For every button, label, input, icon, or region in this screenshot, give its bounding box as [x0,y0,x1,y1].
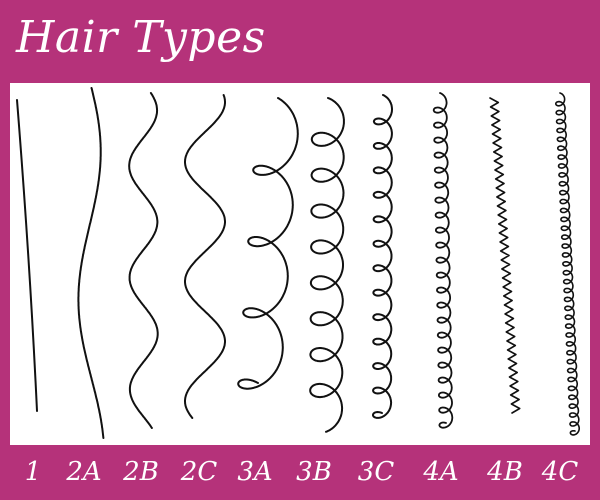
label-type-3c: 3C [357,457,395,487]
strand-type-1 [16,99,38,412]
label-type-4c: 4C [541,457,579,487]
strand-type-3b [309,97,345,433]
hair-strands-illustration [16,87,580,439]
label-type-3a: 3A [237,457,273,487]
strand-type-3a [237,97,299,390]
label-type-3b: 3B [296,457,332,487]
strand-type-2c [184,94,226,419]
strand-type-4c [555,92,580,436]
strand-type-3c [372,94,393,419]
strand-type-4b [489,97,521,414]
hair-type-labels: 1 2A 2B 2C 3A 3B 3C 4A 4B 4C [0,452,600,496]
strand-type-2b [128,92,159,429]
label-type-1: 1 [24,457,42,487]
strand-type-2a [77,87,105,439]
strand-type-4a [432,92,454,429]
label-type-4b: 4B [487,457,523,487]
label-type-4a: 4A [423,457,459,487]
page-title: Hair Types [16,12,266,63]
label-type-2b: 2B [123,457,159,487]
hair-illustration-panel [10,83,590,445]
label-type-2c: 2C [180,457,218,487]
label-type-2a: 2A [66,457,102,487]
